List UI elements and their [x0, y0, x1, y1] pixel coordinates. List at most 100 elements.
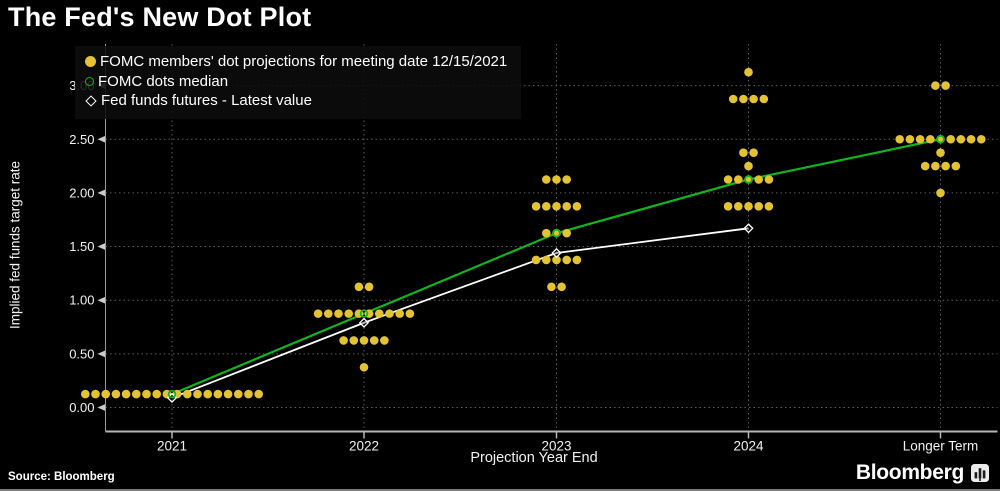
fomc-dot	[744, 161, 753, 171]
fomc-dot	[244, 389, 253, 399]
median-marker	[936, 135, 945, 144]
fomc-dot	[764, 175, 774, 184]
fomc-dot	[552, 175, 561, 184]
fomc-dot	[895, 134, 904, 144]
fomc-dot	[349, 336, 359, 345]
fomc-dot	[542, 228, 551, 238]
x-tick-label: 2024	[733, 439, 764, 454]
y-tick-arrow-icon	[97, 404, 106, 411]
fomc-dot	[941, 81, 950, 90]
y-tick-label: 2.00	[69, 185, 94, 200]
fomc-dot	[531, 255, 541, 265]
fomc-dot	[572, 202, 582, 211]
y-tick-arrow-icon	[97, 189, 106, 197]
x-tick-label: 2022	[349, 439, 379, 454]
fomc-dot	[193, 389, 202, 399]
fomc-dot	[101, 389, 110, 399]
fomc-dot	[121, 389, 131, 399]
fomc-dot	[203, 389, 212, 399]
fomc-dot	[324, 309, 333, 318]
fomc-dot	[531, 202, 541, 211]
fomc-dot	[142, 389, 151, 399]
fomc-dot	[552, 202, 561, 211]
fomc-dot	[359, 336, 369, 345]
fomc-dot	[764, 202, 774, 211]
fomc-dot	[749, 94, 758, 104]
legend-label: Fed funds futures - Latest value	[101, 92, 312, 109]
futures-marker	[358, 317, 370, 328]
y-axis-title: Implied fed funds target rate	[7, 160, 23, 330]
legend-item-median: FOMC dots median	[85, 72, 507, 92]
y-tick-arrow-icon	[97, 135, 106, 143]
y-tick-label: 2.50	[69, 132, 94, 147]
fomc-dot	[759, 94, 769, 104]
fomc-dot	[920, 161, 930, 171]
fomc-dot	[749, 148, 758, 157]
fomc-dot	[183, 389, 192, 399]
median-marker	[552, 228, 561, 238]
fomc-dot	[744, 67, 753, 77]
fomc-dot	[334, 309, 343, 318]
open-diamond-icon	[85, 95, 97, 107]
legend-item-futures: Fed funds futures - Latest value	[85, 91, 507, 111]
fomc-dot	[946, 134, 955, 144]
legend-label: FOMC members' dot projections for meetin…	[100, 53, 508, 70]
y-tick-arrow-icon	[97, 296, 106, 304]
y-tick-label: 1.00	[69, 293, 94, 308]
fomc-dot	[562, 202, 571, 211]
median-marker	[359, 309, 369, 318]
fomc-dot	[369, 336, 379, 345]
fomc-dot	[344, 309, 354, 318]
futures-marker	[743, 223, 754, 234]
futures-line	[171, 227, 749, 399]
fomc-dot	[936, 148, 945, 157]
fomc-dot	[723, 202, 733, 211]
y-tick-label: 0.50	[69, 346, 94, 361]
bloomberg-terminal-icon	[971, 464, 989, 482]
fomc-dot	[977, 134, 986, 144]
fomc-dot	[81, 389, 90, 399]
open-circle-icon	[85, 76, 94, 86]
fomc-dot	[380, 336, 389, 345]
fomc-dot	[359, 362, 369, 372]
fomc-dot	[723, 175, 733, 184]
x-tick-label: Longer Term	[903, 439, 979, 454]
median-marker	[167, 389, 177, 399]
fomc-dot	[385, 309, 394, 318]
fomc-dot	[542, 175, 551, 184]
fomc-dot	[956, 134, 966, 144]
bloomberg-logo: Bloomberg	[856, 461, 990, 485]
fomc-dot	[557, 282, 566, 292]
fomc-dot	[734, 175, 743, 184]
futures-marker	[551, 247, 562, 259]
x-axis-title: Projection Year End	[470, 450, 598, 466]
fomc-dot	[223, 389, 233, 399]
fomc-dot	[754, 202, 763, 211]
fomc-dot	[234, 389, 243, 399]
page-title: The Fed's New Dot Plot	[8, 2, 312, 32]
fomc-dot	[931, 161, 940, 171]
median-marker	[744, 175, 753, 184]
fomc-dot	[354, 282, 364, 292]
fomc-dot	[552, 255, 561, 265]
fomc-dot	[111, 389, 121, 399]
bottom-divider	[0, 489, 1000, 491]
fomc-dot	[951, 161, 961, 171]
x-tick-label: 2023	[541, 439, 571, 454]
fomc-dot	[152, 389, 161, 399]
y-tick-arrow-icon	[97, 350, 106, 358]
bloomberg-wordmark: Bloomberg	[855, 461, 964, 484]
fomc-dot	[744, 202, 753, 211]
fomc-dot	[547, 282, 556, 292]
fomc-dot	[405, 309, 415, 318]
fomc-dot	[905, 134, 915, 144]
fomc-dot	[542, 255, 551, 265]
x-tick-label: 2021	[157, 439, 187, 454]
fomc-dot	[375, 309, 384, 318]
fomc-dot	[728, 94, 738, 104]
fomc-dot	[562, 255, 571, 265]
fomc-dot	[915, 134, 925, 144]
fomc-dot	[395, 309, 405, 318]
chart-legend: FOMC members' dot projections for meetin…	[75, 46, 522, 119]
